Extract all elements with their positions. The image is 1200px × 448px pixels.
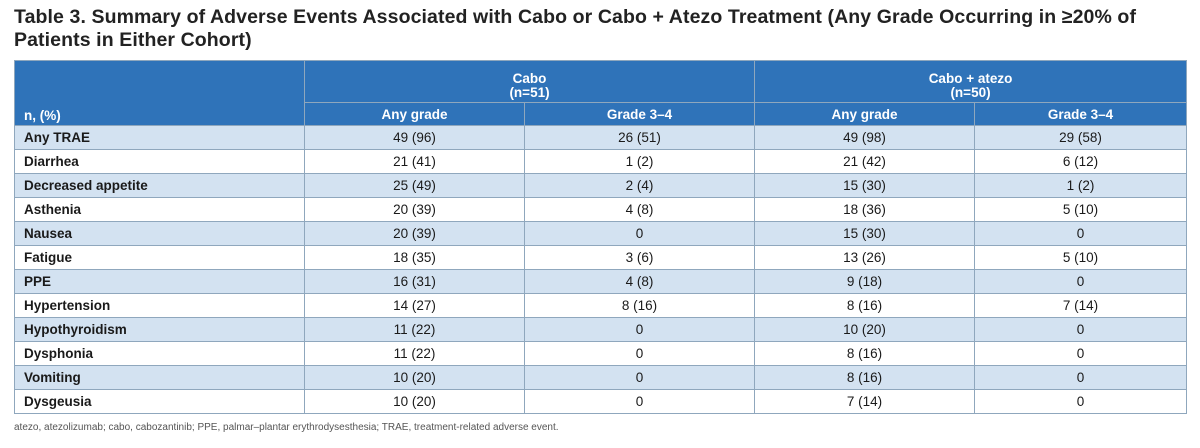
table-cell: 0	[523, 221, 756, 246]
event-label: Decreased appetite	[14, 173, 305, 198]
group-n: (n=51)	[509, 85, 550, 100]
footnote: atezo, atezolizumab; cabo, cabozantinib;…	[14, 422, 559, 433]
table-cell: 6 (12)	[974, 149, 1188, 174]
table-cell: 8 (16)	[754, 293, 976, 318]
adverse-events-table: n, (%) Cabo (n=51) Cabo + atezo (n=50) A…	[14, 60, 1188, 414]
table-cell: 4 (8)	[523, 269, 756, 294]
table-cell: 0	[523, 389, 756, 414]
table-cell: 20 (39)	[304, 221, 525, 246]
event-label: Hypothyroidism	[14, 317, 305, 342]
table-cell: 16 (31)	[304, 269, 525, 294]
subheader-cabo-grade-3-4: Grade 3–4	[523, 102, 756, 126]
table-row: Hypothyroidism 11 (22) 0 10 (20) 0	[14, 317, 1188, 342]
table-body: Any TRAE 49 (96) 26 (51) 49 (98) 29 (58) Diar…	[14, 125, 1188, 414]
table-row: Dysphonia 11 (22) 0 8 (16) 0	[14, 341, 1188, 366]
subheader-cabo-atezo-grade-3-4: Grade 3–4	[974, 102, 1188, 126]
event-label: Fatigue	[14, 245, 305, 270]
table-row: Any TRAE 49 (96) 26 (51) 49 (98) 29 (58)	[14, 125, 1188, 150]
table-cell: 11 (22)	[304, 341, 525, 366]
table-row: Nausea 20 (39) 0 15 (30) 0	[14, 221, 1188, 246]
table-cell: 11 (22)	[304, 317, 525, 342]
table-cell: 1 (2)	[974, 173, 1188, 198]
table-cell: 0	[523, 317, 756, 342]
table-cell: 20 (39)	[304, 197, 525, 222]
table-cell: 29 (58)	[974, 125, 1188, 150]
table-cell: 18 (35)	[304, 245, 525, 270]
subheader-cabo-any-grade: Any grade	[304, 102, 525, 126]
table-cell: 15 (30)	[754, 221, 976, 246]
table-row: Vomiting 10 (20) 0 8 (16) 0	[14, 365, 1188, 390]
group-n: (n=50)	[950, 85, 991, 100]
table-cell: 25 (49)	[304, 173, 525, 198]
table-cell: 5 (10)	[974, 245, 1188, 270]
table-cell: 14 (27)	[304, 293, 525, 318]
table-row: PPE 16 (31) 4 (8) 9 (18) 0	[14, 269, 1188, 294]
table-cell: 4 (8)	[523, 197, 756, 222]
table-cell: 0	[523, 365, 756, 390]
table-cell: 7 (14)	[974, 293, 1188, 318]
table-cell: 21 (41)	[304, 149, 525, 174]
table-cell: 8 (16)	[754, 365, 976, 390]
event-label: PPE	[14, 269, 305, 294]
group-name: Cabo	[512, 71, 547, 86]
event-label: Nausea	[14, 221, 305, 246]
table-cell: 21 (42)	[754, 149, 976, 174]
table-row: Decreased appetite 25 (49) 2 (4) 15 (30) 1 (…	[14, 173, 1188, 198]
table-cell: 0	[974, 341, 1188, 366]
table-cell: 10 (20)	[754, 317, 976, 342]
table-cell: 10 (20)	[304, 365, 525, 390]
table-cell: 15 (30)	[754, 173, 976, 198]
table-row: Hypertension 14 (27) 8 (16) 8 (16) 7 (14)	[14, 293, 1188, 318]
table-cell: 49 (98)	[754, 125, 976, 150]
event-label: Dysgeusia	[14, 389, 305, 414]
table-cell: 0	[974, 269, 1188, 294]
table-header: n, (%) Cabo (n=51) Cabo + atezo (n=50) A…	[14, 60, 1188, 126]
row-header: n, (%)	[14, 60, 305, 126]
table-cell: 49 (96)	[304, 125, 525, 150]
table-cell: 2 (4)	[523, 173, 756, 198]
table-cell: 10 (20)	[304, 389, 525, 414]
group-header-cabo: Cabo (n=51)	[303, 60, 756, 103]
table-cell: 0	[974, 317, 1188, 342]
event-label: Hypertension	[14, 293, 305, 318]
event-label: Dysphonia	[14, 341, 305, 366]
table-row: Asthenia 20 (39) 4 (8) 18 (36) 5 (10)	[14, 197, 1188, 222]
table-cell: 0	[974, 221, 1188, 246]
table-cell: 8 (16)	[754, 341, 976, 366]
table-cell: 1 (2)	[523, 149, 756, 174]
event-label: Asthenia	[14, 197, 305, 222]
table-cell: 0	[523, 341, 756, 366]
table-cell: 13 (26)	[754, 245, 976, 270]
group-name: Cabo + atezo	[928, 71, 1013, 86]
table-cell: 26 (51)	[523, 125, 756, 150]
subheader-cabo-atezo-any-grade: Any grade	[754, 102, 976, 126]
event-label: Vomiting	[14, 365, 305, 390]
table-cell: 9 (18)	[754, 269, 976, 294]
group-header-cabo-atezo: Cabo + atezo (n=50)	[754, 60, 1188, 103]
event-label: Any TRAE	[14, 125, 305, 150]
table-cell: 0	[974, 365, 1188, 390]
table-row: Fatigue 18 (35) 3 (6) 13 (26) 5 (10)	[14, 245, 1188, 270]
event-label: Diarrhea	[14, 149, 305, 174]
table-title: Table 3. Summary of Adverse Events Assoc…	[14, 6, 1137, 51]
table-cell: 8 (16)	[523, 293, 756, 318]
table-row: Dysgeusia 10 (20) 0 7 (14) 0	[14, 389, 1188, 414]
table-cell: 18 (36)	[754, 197, 976, 222]
table-cell: 7 (14)	[754, 389, 976, 414]
table-row: Diarrhea 21 (41) 1 (2) 21 (42) 6 (12)	[14, 149, 1188, 174]
table-cell: 0	[974, 389, 1188, 414]
table-cell: 5 (10)	[974, 197, 1188, 222]
table-cell: 3 (6)	[523, 245, 756, 270]
